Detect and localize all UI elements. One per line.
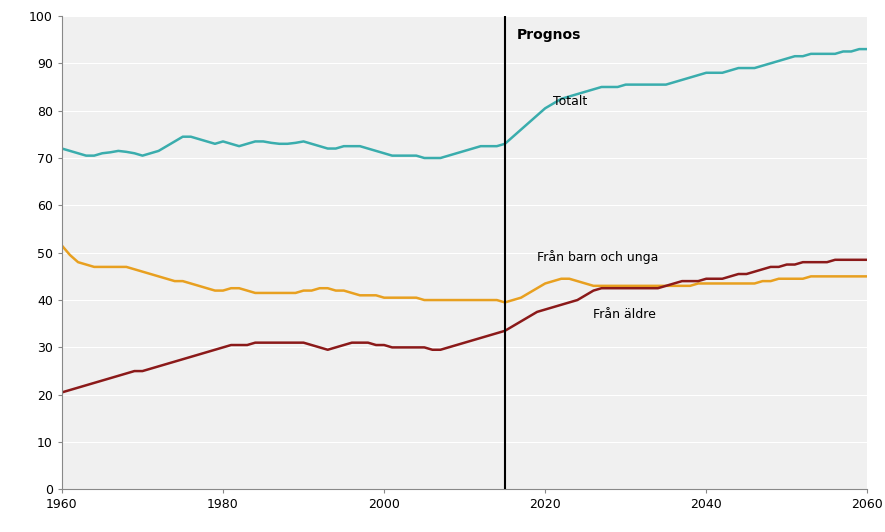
- Text: Från äldre: Från äldre: [594, 307, 657, 321]
- Text: Totalt: Totalt: [553, 95, 588, 107]
- Text: Från barn och unga: Från barn och unga: [537, 251, 658, 264]
- Text: Prognos: Prognos: [517, 28, 581, 42]
